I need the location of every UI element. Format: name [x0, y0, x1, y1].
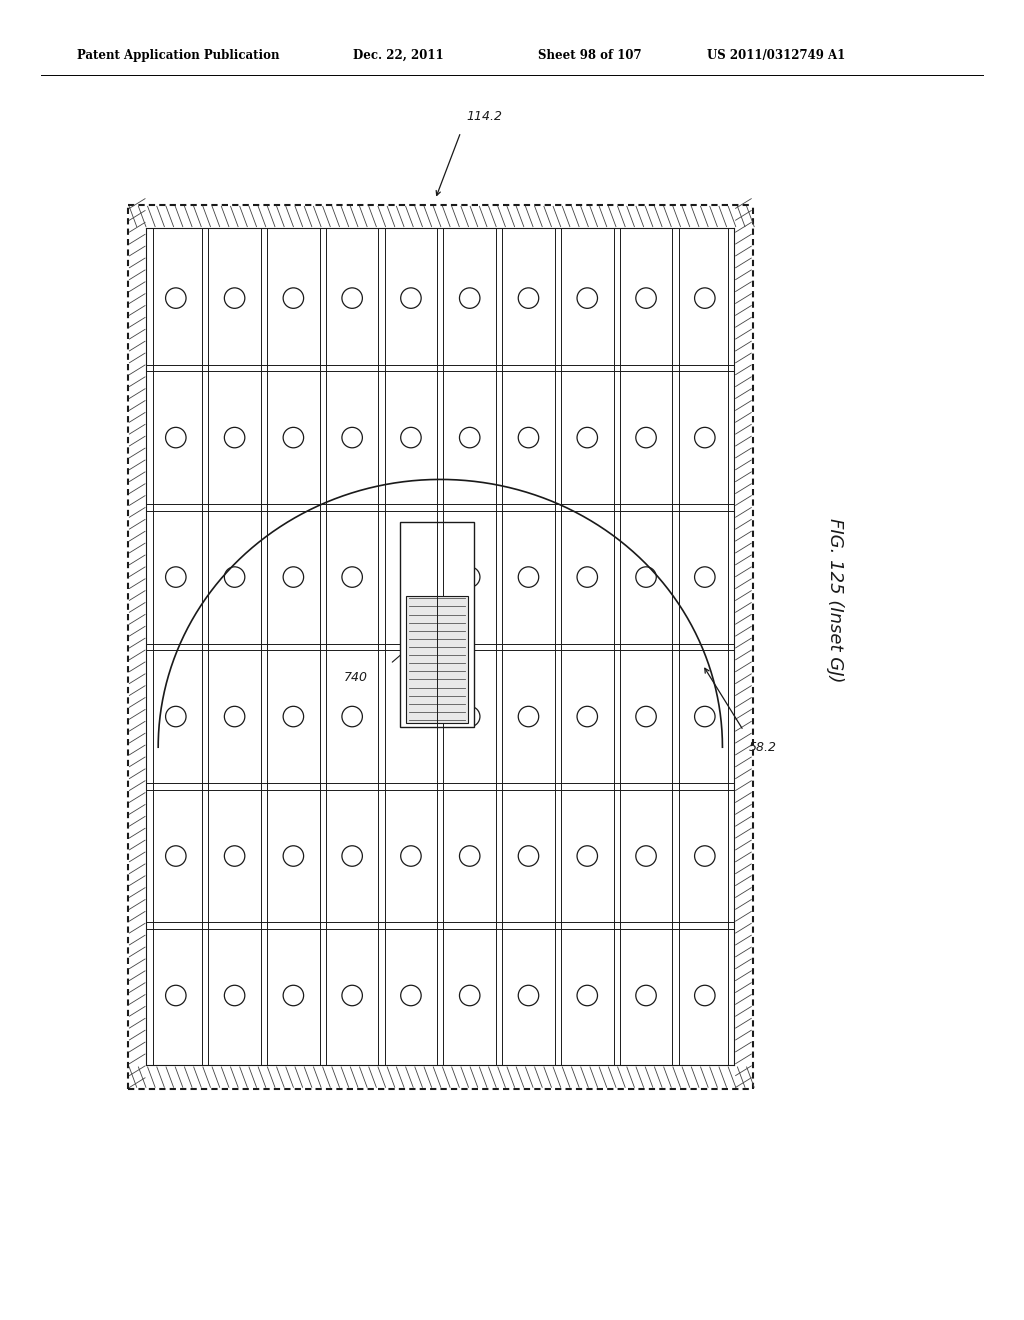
Text: Patent Application Publication: Patent Application Publication	[77, 49, 280, 62]
Bar	[146, 228, 734, 1065]
Text: Dec. 22, 2011: Dec. 22, 2011	[353, 49, 444, 62]
Bar	[400, 521, 474, 726]
Text: 114.2: 114.2	[466, 110, 502, 123]
Text: Sheet 98 of 107: Sheet 98 of 107	[538, 49, 641, 62]
Bar	[407, 595, 468, 722]
Text: 58.2: 58.2	[749, 742, 776, 754]
Text: FIG. 125 (Inset GJ): FIG. 125 (Inset GJ)	[825, 519, 844, 682]
Text: US 2011/0312749 A1: US 2011/0312749 A1	[707, 49, 845, 62]
Text: 740: 740	[344, 671, 368, 684]
